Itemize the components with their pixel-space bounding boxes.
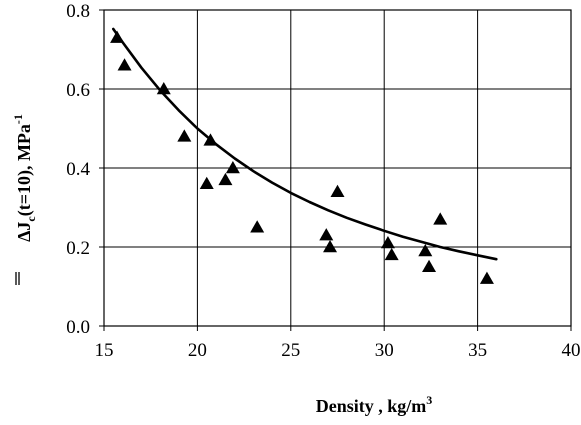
y-axis-label-middle: (t=10), MPa [14,124,35,216]
x-tick-label: 30 [375,340,394,361]
x-tick-label: 40 [562,340,581,361]
x-tick-label: 35 [468,340,487,361]
data-point [323,240,338,253]
x-axis-label: Density , kg/m3 [316,393,433,416]
x-tick-label: 25 [281,340,300,361]
data-point [225,161,240,174]
x-axis-label-main: Density , kg/m [316,396,427,416]
x-tick-label: 20 [188,340,207,361]
y-axis-label-group: ΔJc(t=10), MPa-1 [11,114,38,285]
x-tick-label: 15 [95,340,114,361]
data-point [110,30,125,43]
data-point [319,228,334,241]
data-point [218,172,233,186]
data-point [479,271,494,284]
y-tick-label: 0.0 [66,317,90,338]
y-tick-label: 0.4 [66,159,90,180]
data-point [422,259,437,272]
data-point [433,212,448,225]
axis-ticks: 15 20 25 30 35 40 0.0 0.2 0.4 0.6 0.8 [66,1,580,361]
data-point [156,82,171,95]
data-point [117,58,132,71]
data-point [384,247,399,261]
y-tick-label: 0.6 [66,80,90,101]
data-point [380,236,395,249]
trend-line [112,27,498,261]
data-point [330,184,345,197]
y-tick-label: 0.8 [66,1,90,22]
data-point [418,243,433,257]
x-axis-label-superscript: 3 [426,393,432,407]
y-tick-label: 0.2 [66,238,90,259]
data-point [203,133,218,146]
y-axis-label: ΔJc(t=10), MPa-1 [11,114,38,242]
y-axis-label-prefix: ΔJ [14,222,34,242]
data-points [110,30,494,284]
y-axis-label-subscript: c [24,216,38,222]
data-point [177,129,192,142]
data-point [250,220,265,233]
y-axis-label-superscript: -1 [11,114,25,124]
data-point [199,176,214,190]
grid [104,10,571,326]
